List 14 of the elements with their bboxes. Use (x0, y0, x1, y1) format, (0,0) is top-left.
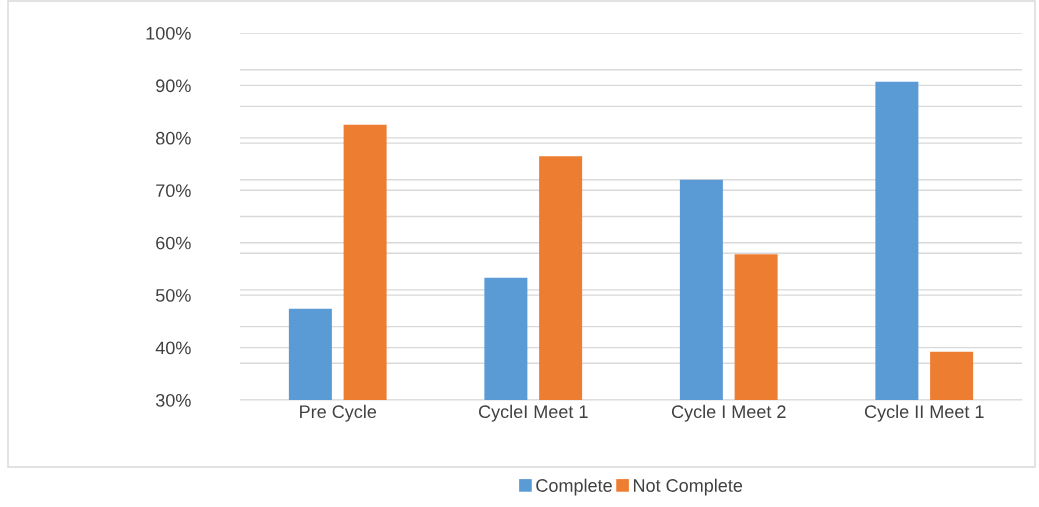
x-tick-label: Cycle II Meet 1 (864, 404, 984, 422)
y-tick-label: 60% (156, 236, 191, 250)
y-tick-label: 100% (146, 26, 191, 40)
y-tick-label: 70% (156, 184, 191, 198)
legend-label: Not Complete (633, 478, 743, 496)
y-tick-label: 30% (155, 393, 191, 407)
x-tick-label: Pre Cycle (300, 404, 377, 422)
y-tick-label: 90% (156, 79, 191, 93)
y-tick-label: 80% (156, 131, 191, 145)
x-tick-label: CycleI Meet 1 (478, 404, 588, 422)
y-tick-label: 40% (155, 341, 191, 355)
x-tick-label: Cycle I Meet 2 (671, 404, 786, 422)
y-tick-label: 50% (155, 289, 191, 302)
legend-label: Complete (536, 478, 612, 496)
